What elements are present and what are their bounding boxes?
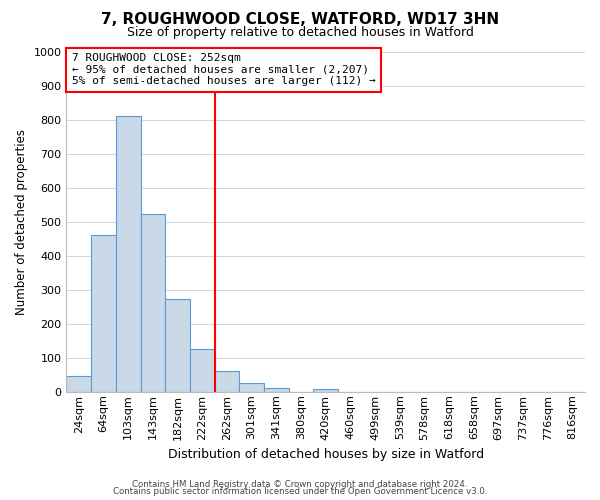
- Bar: [67, 376, 91, 392]
- Bar: [239, 384, 264, 392]
- Bar: [165, 299, 190, 392]
- Text: 7 ROUGHWOOD CLOSE: 252sqm
← 95% of detached houses are smaller (2,207)
5% of sem: 7 ROUGHWOOD CLOSE: 252sqm ← 95% of detac…: [71, 53, 376, 86]
- Bar: [116, 116, 140, 392]
- Text: Contains HM Land Registry data © Crown copyright and database right 2024.: Contains HM Land Registry data © Crown c…: [132, 480, 468, 489]
- Text: 7, ROUGHWOOD CLOSE, WATFORD, WD17 3HN: 7, ROUGHWOOD CLOSE, WATFORD, WD17 3HN: [101, 12, 499, 28]
- Bar: [264, 388, 289, 392]
- Text: Contains public sector information licensed under the Open Government Licence v3: Contains public sector information licen…: [113, 487, 487, 496]
- Bar: [91, 235, 116, 392]
- Bar: [140, 214, 165, 392]
- X-axis label: Distribution of detached houses by size in Watford: Distribution of detached houses by size …: [167, 448, 484, 461]
- Y-axis label: Number of detached properties: Number of detached properties: [15, 128, 28, 314]
- Bar: [190, 349, 215, 392]
- Bar: [215, 372, 239, 392]
- Bar: [313, 389, 338, 392]
- Text: Size of property relative to detached houses in Watford: Size of property relative to detached ho…: [127, 26, 473, 39]
